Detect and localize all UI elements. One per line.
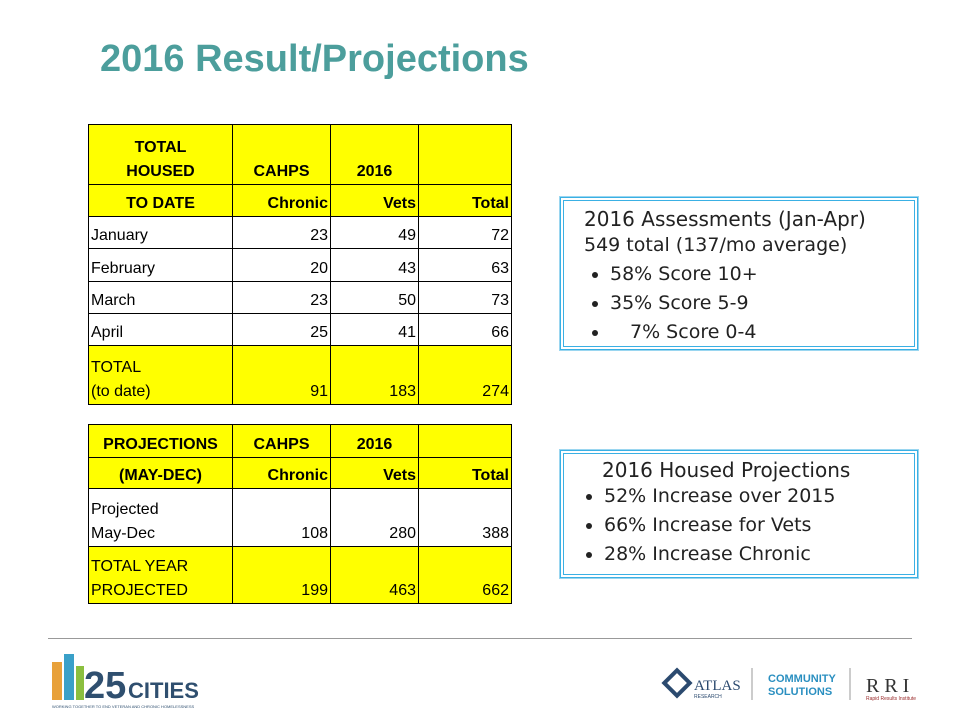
cell: 25 — [232, 313, 331, 346]
cell: 23 — [232, 216, 331, 249]
logo-block — [52, 662, 62, 700]
projections-box: 2016 Housed Projections 52% Increase ove… — [560, 450, 918, 578]
logo-text: COMMUNITY SOLUTIONS — [768, 673, 836, 698]
cell: 183 — [330, 345, 419, 405]
cell — [418, 124, 512, 185]
cell: 23 — [232, 281, 331, 314]
title: 2016 Result/Projections — [100, 38, 529, 80]
bullet-list: 52% Increase over 2015 66% Increase for … — [578, 482, 914, 569]
cell: TOTAL HOUSED — [88, 124, 233, 185]
cell: March — [88, 281, 233, 314]
cell: April — [88, 313, 233, 346]
logo-text: RESEARCH — [694, 694, 722, 700]
box-heading: 2016 Assessments (Jan-Apr) — [584, 207, 866, 231]
bullet: 66% Increase for Vets — [604, 511, 914, 540]
bullet: 35% Score 5-9 — [610, 289, 914, 318]
cell: 50 — [330, 281, 419, 314]
logo-text: Rapid Results Institute — [866, 696, 916, 702]
cell: 20 — [232, 248, 331, 282]
box-line: 549 total (137/mo average) — [584, 234, 848, 256]
cell: Chronic — [232, 457, 331, 489]
logo-block — [64, 654, 74, 700]
logo-text: ATLAS — [694, 678, 741, 694]
cell: Vets — [330, 184, 419, 217]
box-heading: 2016 Housed Projections — [602, 458, 851, 482]
cell: 662 — [418, 546, 512, 604]
cell: 72 — [418, 216, 512, 249]
cell: PROJECTIONS — [88, 424, 233, 458]
cell: 41 — [330, 313, 419, 346]
cell: CAHPS — [232, 124, 331, 185]
cell: 63 — [418, 248, 512, 282]
cell: 43 — [330, 248, 419, 282]
cell: 66 — [418, 313, 512, 346]
cell: TOTAL (to date) — [88, 345, 233, 405]
cell: CAHPS — [232, 424, 331, 458]
cell: 49 — [330, 216, 419, 249]
logo-line: COMMUNITY — [768, 673, 836, 685]
footer-rule — [48, 638, 912, 639]
table-projections: PROJECTIONS CAHPS 2016 (MAY-DEC) Chronic Vet… — [88, 424, 512, 604]
cell — [418, 424, 512, 458]
cell: January — [88, 216, 233, 249]
cell: 274 — [418, 345, 512, 405]
logo-text: 25 — [84, 665, 126, 707]
assessments-box: 2016 Assessments (Jan-Apr) 549 total (13… — [560, 197, 918, 350]
cell: (MAY-DEC) — [88, 457, 233, 489]
cell: 108 — [232, 488, 331, 547]
cell: 280 — [330, 488, 419, 547]
logo-mark — [661, 667, 693, 699]
cell: Vets — [330, 457, 419, 489]
logo-block — [76, 666, 84, 700]
cell: 91 — [232, 345, 331, 405]
bullet: 58% Score 10+ — [610, 260, 914, 289]
cell: Projected May-Dec — [88, 488, 233, 547]
logo-text: CITIES — [128, 678, 199, 703]
logo-line: SOLUTIONS — [768, 686, 832, 698]
footer-logos: 25 CITIES WORKING TOGETHER TO END VETERA… — [52, 654, 916, 709]
logo-tagline: WORKING TOGETHER TO END VETERAN AND CHRO… — [52, 704, 195, 709]
cell: 463 — [330, 546, 419, 604]
bullet-list: 58% Score 10+ 35% Score 5-9 7% Score 0-4 — [584, 260, 914, 347]
cell: 2016 — [330, 424, 419, 458]
cell: Total — [418, 457, 512, 489]
cell: February — [88, 248, 233, 282]
bullet: 28% Increase Chronic — [604, 540, 914, 569]
cell: 2016 — [330, 124, 419, 185]
cell: 73 — [418, 281, 512, 314]
bullet: 7% Score 0-4 — [610, 318, 914, 347]
table-housed: TOTAL HOUSED CAHPS 2016 TO DATE Chronic Vets… — [88, 124, 512, 405]
cell: TO DATE — [88, 184, 233, 217]
cell: Chronic — [232, 184, 331, 217]
cell: Total — [418, 184, 512, 217]
bullet: 52% Increase over 2015 — [604, 482, 914, 511]
logo-text: R R I — [866, 675, 909, 697]
cell: TOTAL YEAR PROJECTED — [88, 546, 233, 604]
cell: 199 — [232, 546, 331, 604]
cell: 388 — [418, 488, 512, 547]
